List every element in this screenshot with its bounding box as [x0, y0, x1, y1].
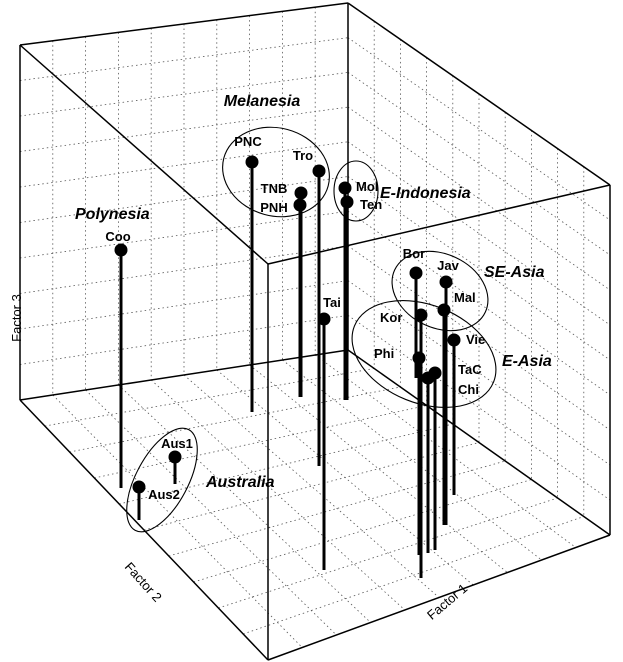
group-ellipses [126, 126, 497, 533]
group-ellipse-se-asia [391, 250, 489, 332]
grid-line [19, 37, 349, 81]
grid-line [347, 210, 611, 396]
group-ellipse-melanesia [222, 126, 330, 218]
data-point-chi [421, 371, 435, 385]
data-point-kor [414, 308, 428, 322]
data-points [114, 155, 461, 494]
grid-line [143, 442, 480, 531]
point-label-mol: Mol [356, 179, 378, 194]
data-point-coo [114, 243, 128, 257]
grid-line [347, 280, 611, 466]
point-label-pnh: PNH [260, 200, 287, 215]
grid-line [347, 106, 611, 291]
point-labels: PNC Tro TNB PNH Mol Ten Coo Tai Bor Jav Mal Kor Vie P… [105, 134, 485, 502]
grid-line [19, 72, 349, 117]
point-label-chi: Chi [458, 382, 479, 397]
group-ellipse-e-indonesia [333, 160, 379, 222]
grid-line [150, 379, 406, 611]
grid-line [19, 210, 349, 259]
point-label-bor: Bor [403, 246, 425, 261]
y-axis-title: Factor 2 [122, 559, 165, 604]
point-label-ten: Ten [360, 197, 382, 212]
data-point-vie [447, 333, 461, 347]
z-axis-title: Factor 3 [9, 294, 24, 342]
point-label-pnc: PNC [234, 134, 262, 149]
data-point-pnh [293, 198, 307, 212]
grid-line [19, 245, 349, 294]
box-edge [267, 534, 611, 661]
data-point-pnc [245, 155, 259, 169]
grid-line [193, 479, 532, 583]
grid-line [19, 106, 349, 152]
point-label-tnb: TNB [261, 181, 288, 196]
x-axis-title: Factor 1 [424, 580, 470, 622]
point-label-phi: Phi [374, 346, 394, 361]
point-label-mal: Mal [454, 290, 476, 305]
box-edge [19, 399, 269, 661]
data-point-aus1 [168, 450, 182, 464]
box-edge [19, 349, 349, 401]
box-edge [19, 2, 349, 46]
grid-line [216, 369, 474, 586]
grid-line [118, 384, 371, 623]
point-label-tai: Tai [323, 295, 341, 310]
grid-line [52, 394, 303, 648]
point-label-aus1: Aus1 [161, 436, 193, 451]
point-label-tro: Tro [293, 148, 313, 163]
point-label-aus2: Aus2 [148, 487, 180, 502]
grid-line [19, 280, 349, 330]
grid-line [347, 176, 611, 361]
grid-line [218, 497, 558, 609]
grid-lines [19, 7, 611, 648]
group-labels: Melanesia E-Indonesia Polynesia SE-Asia E-As… [75, 93, 552, 491]
grid-line [347, 245, 611, 431]
grid-line [19, 141, 349, 188]
grid-line [347, 37, 611, 221]
group-label-e-indonesia: E-Indonesia [380, 185, 471, 202]
point-label-vie: Vie [466, 332, 485, 347]
group-label-polynesia: Polynesia [75, 206, 150, 223]
grid-line [243, 516, 584, 635]
grid-line [19, 314, 349, 365]
group-label-e-asia: E-Asia [502, 353, 552, 370]
group-label-australia: Australia [205, 474, 275, 491]
box-edge [267, 184, 611, 265]
box-edge [347, 349, 611, 536]
point-label-kor: Kor [380, 310, 402, 325]
grid-line [347, 72, 611, 256]
data-point-tnb [294, 186, 308, 200]
group-ellipse-australia [126, 427, 198, 533]
data-point-phi [412, 351, 426, 365]
grid-line [19, 176, 349, 223]
data-point-mal [437, 303, 451, 317]
grid-line [347, 141, 611, 326]
point-label-coo: Coo [105, 229, 130, 244]
data-point-tro [312, 164, 326, 178]
grid-line [44, 368, 375, 427]
drop-lines [119, 162, 456, 578]
data-point-tai [317, 312, 331, 326]
group-label-se-asia: SE-Asia [484, 264, 545, 281]
data-point-mol [338, 181, 352, 195]
point-label-tac: TaC [458, 362, 482, 377]
grid-line [282, 359, 542, 561]
plot-box [19, 2, 611, 661]
point-label-jav: Jav [437, 258, 459, 273]
group-label-melanesia: Melanesia [224, 93, 301, 110]
data-point-bor [409, 266, 423, 280]
grid-line [249, 364, 508, 573]
grid-line [85, 389, 337, 636]
data-point-jav [439, 275, 453, 289]
box-edge [347, 2, 611, 186]
data-point-ten [340, 195, 354, 209]
box-edge [19, 44, 269, 265]
data-point-aus2 [132, 480, 146, 494]
